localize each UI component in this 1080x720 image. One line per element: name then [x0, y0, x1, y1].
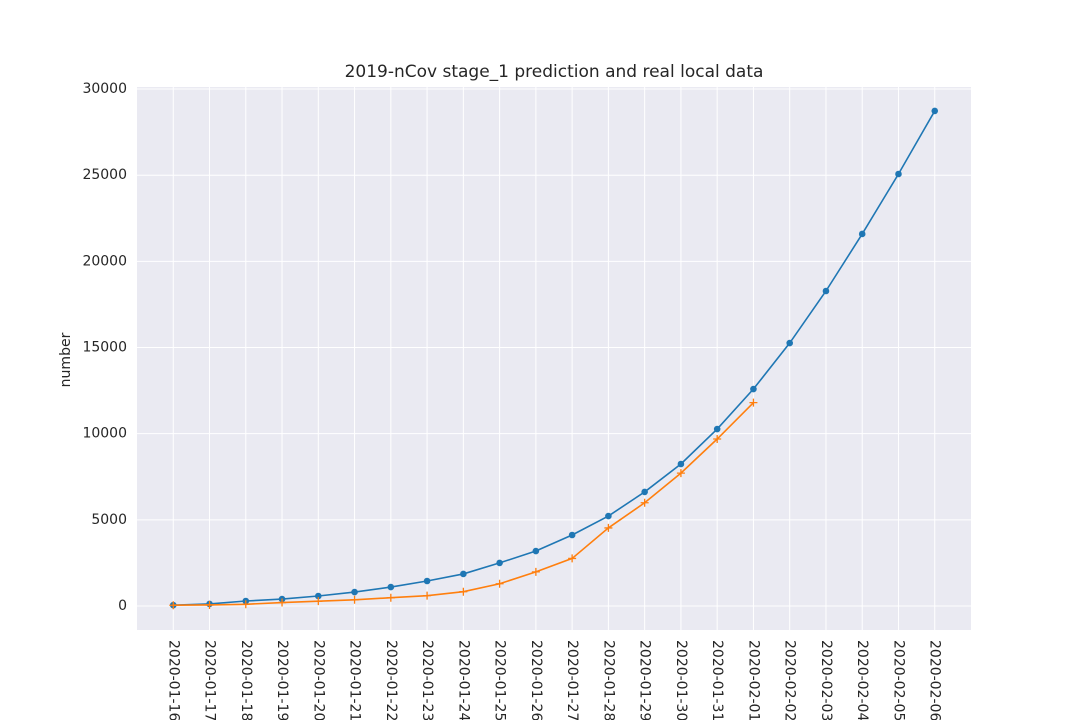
x-tick-label: 2020-02-04	[854, 640, 870, 720]
point	[460, 570, 467, 578]
y-axis-label: number	[58, 332, 74, 387]
x-tick-label: 2020-01-24	[455, 640, 471, 720]
y-tick-label: 25000	[82, 167, 127, 183]
y-tick-label: 20000	[82, 253, 127, 269]
point	[604, 523, 613, 532]
y-tick-label: 10000	[82, 426, 127, 442]
point	[786, 339, 793, 347]
x-tick-label: 2020-01-28	[600, 640, 616, 720]
point	[713, 435, 722, 444]
y-tick-label: 5000	[91, 512, 127, 528]
y-tick-label: 15000	[82, 340, 127, 356]
x-tick-label: 2020-01-19	[274, 640, 290, 720]
point	[459, 587, 468, 596]
x-tick-label: 2020-01-26	[528, 640, 544, 720]
point	[496, 559, 503, 567]
point	[605, 512, 612, 520]
x-tick-label: 2020-01-30	[673, 640, 689, 720]
point	[532, 547, 540, 555]
point	[387, 583, 395, 591]
point	[677, 460, 685, 468]
point	[351, 588, 358, 596]
y-tick-label: 0	[118, 598, 127, 614]
point	[531, 567, 540, 576]
x-tick-label: 2020-01-22	[383, 640, 399, 720]
point	[423, 577, 431, 585]
point	[750, 385, 757, 393]
point	[858, 230, 866, 238]
point	[205, 600, 214, 609]
point	[350, 595, 359, 604]
point	[822, 287, 830, 295]
point	[423, 591, 432, 600]
x-tick-label: 2020-02-06	[927, 640, 943, 720]
point	[386, 593, 395, 602]
point	[713, 425, 721, 433]
series-line	[173, 110, 936, 606]
point	[241, 600, 250, 609]
point	[315, 592, 322, 600]
point	[895, 170, 902, 178]
x-tick-label: 2020-02-03	[818, 640, 834, 720]
x-tick-label: 2020-01-29	[637, 640, 653, 720]
x-tick-label: 2020-01-23	[419, 640, 435, 720]
point	[568, 554, 577, 563]
x-tick-label: 2020-02-01	[745, 640, 761, 720]
plot-area	[137, 87, 971, 630]
x-tick-label: 2020-01-21	[347, 640, 363, 720]
x-tick-label: 2020-01-31	[709, 640, 725, 720]
x-tick-label: 2020-01-16	[165, 640, 181, 720]
point	[931, 107, 939, 115]
chart-title: 2019-nCov stage_1 prediction and real lo…	[345, 62, 764, 82]
point	[640, 498, 649, 507]
point	[314, 597, 323, 606]
point	[169, 601, 178, 610]
point	[676, 469, 685, 478]
x-tick-label: 2020-01-27	[564, 640, 580, 720]
grid	[137, 87, 971, 630]
x-tick-label: 2020-01-18	[238, 640, 254, 720]
point	[495, 579, 504, 588]
x-tick-label: 2020-01-25	[492, 640, 508, 720]
y-tick-label: 30000	[82, 81, 127, 97]
point	[278, 598, 287, 607]
x-tick-label: 2020-01-20	[310, 640, 326, 720]
x-tick-label: 2020-01-17	[202, 640, 218, 720]
point	[749, 398, 758, 407]
point	[641, 488, 648, 496]
x-tick-label: 2020-02-05	[890, 640, 906, 720]
x-tick-label: 2020-02-02	[782, 640, 798, 720]
point	[568, 531, 576, 539]
